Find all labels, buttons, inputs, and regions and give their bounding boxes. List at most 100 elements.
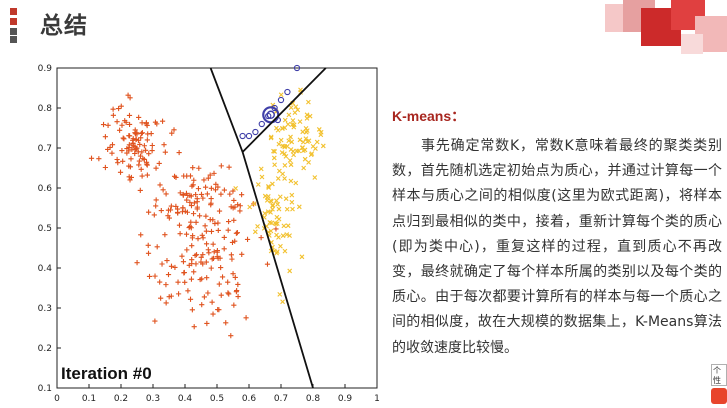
data-point [235, 202, 241, 208]
data-point [162, 232, 168, 238]
text-block: K-means： 事先确定常数K，常数K意味着最终的聚类类别数，首先随机选定初始… [392, 106, 722, 361]
x-tick-label: 0.4 [178, 394, 193, 404]
data-point [202, 184, 209, 190]
data-point [296, 204, 302, 210]
data-point [276, 234, 281, 240]
data-point [165, 207, 172, 213]
data-point [175, 291, 182, 297]
data-point [291, 152, 297, 158]
data-point [277, 96, 285, 104]
data-point [125, 92, 131, 98]
data-point [191, 200, 197, 206]
x-tick-label: 0.5 [210, 394, 224, 404]
data-point [195, 236, 201, 242]
data-point [168, 203, 174, 209]
x-tick-label: 0 [54, 394, 60, 404]
data-point [119, 147, 125, 154]
data-point [284, 88, 291, 96]
data-point [227, 191, 233, 197]
data-point [293, 64, 301, 72]
data-point [282, 117, 288, 123]
data-point [208, 265, 214, 271]
data-point [194, 204, 200, 210]
data-point [204, 320, 210, 327]
data-point [218, 264, 224, 271]
data-point [267, 220, 273, 225]
data-point [210, 241, 216, 247]
description-paragraph: 事先确定常数K，常数K意味着最终的聚类类别数，首先随机选定初始点为质心，并通过计… [392, 138, 722, 356]
data-point [197, 276, 203, 283]
data-point [208, 228, 215, 235]
page-title: 总结 [40, 13, 88, 39]
data-point [266, 185, 272, 191]
data-point [277, 291, 283, 297]
data-point [272, 162, 278, 168]
data-point [180, 259, 187, 265]
y-tick-label: 0.4 [38, 264, 53, 274]
data-point [114, 156, 120, 163]
data-point [216, 281, 222, 287]
data-point [218, 292, 224, 298]
data-point [204, 275, 210, 281]
data-point [264, 261, 271, 267]
data-point [287, 233, 292, 239]
data-point [139, 149, 145, 155]
data-point [255, 182, 261, 187]
data-point [139, 130, 146, 136]
data-point [258, 120, 265, 128]
data-point [312, 175, 318, 180]
data-point [297, 119, 303, 125]
data-point [225, 279, 231, 285]
data-point [137, 153, 144, 159]
data-point [277, 194, 283, 200]
data-point [144, 122, 150, 129]
data-point [190, 211, 197, 217]
data-point [226, 291, 232, 297]
data-point [184, 247, 190, 253]
data-point [283, 196, 289, 202]
data-point [230, 205, 236, 211]
data-point [245, 132, 253, 140]
data-point [141, 143, 147, 149]
data-point [233, 230, 239, 236]
data-point [188, 276, 195, 282]
data-point [134, 145, 140, 151]
data-point [185, 192, 191, 199]
data-point [183, 231, 190, 237]
corner-tooltip[interactable]: 个性 [711, 364, 727, 386]
data-point [290, 118, 296, 123]
section-heading: K-means： [392, 108, 466, 124]
data-point [152, 318, 158, 324]
data-point [297, 137, 303, 143]
data-point [281, 223, 287, 229]
y-tick-label: 0.3 [38, 304, 52, 314]
data-point [141, 156, 147, 163]
x-tick-label: 0.6 [242, 394, 257, 404]
data-point [213, 181, 219, 187]
data-point [172, 264, 178, 271]
data-point [163, 191, 169, 197]
data-point [138, 130, 144, 137]
data-point [129, 146, 135, 152]
data-point [198, 259, 204, 265]
y-tick-label: 0.9 [38, 64, 53, 74]
data-point [292, 110, 298, 116]
data-point [271, 148, 276, 154]
data-point [136, 114, 142, 121]
data-point [193, 192, 199, 198]
data-point [252, 128, 259, 136]
data-point [109, 142, 116, 148]
data-point [306, 160, 312, 165]
data-point [179, 253, 185, 259]
data-point [136, 162, 142, 168]
data-point [203, 259, 209, 265]
data-point [203, 241, 210, 247]
data-point [203, 228, 209, 234]
data-point [126, 112, 133, 119]
data-point [159, 118, 166, 124]
data-point [289, 122, 295, 127]
data-point [226, 218, 232, 225]
data-point [138, 166, 144, 172]
data-point [221, 246, 227, 252]
app-icon[interactable] [711, 388, 727, 404]
